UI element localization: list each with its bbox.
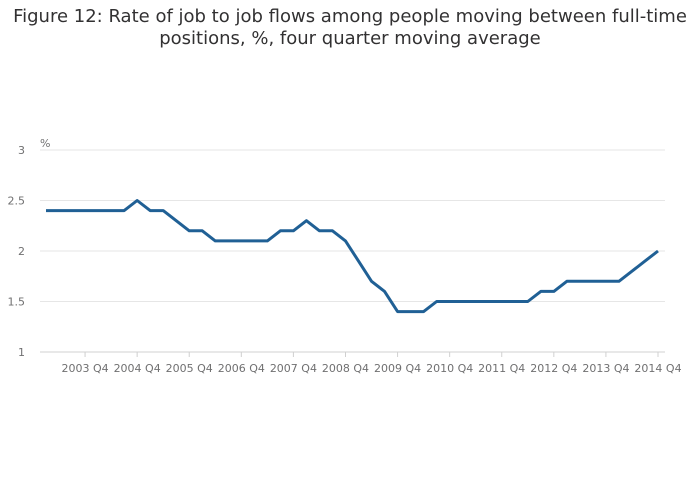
data-point[interactable]: [238, 238, 244, 244]
data-point[interactable]: [303, 218, 309, 224]
data-point[interactable]: [408, 309, 414, 315]
y-axis-ticks: 1 1.5 2 2.5 3: [8, 144, 26, 359]
data-point[interactable]: [56, 208, 62, 214]
data-point[interactable]: [577, 278, 583, 284]
data-point[interactable]: [356, 258, 362, 264]
data-point[interactable]: [264, 238, 270, 244]
data-point[interactable]: [290, 228, 296, 234]
data-point[interactable]: [212, 238, 218, 244]
data-point[interactable]: [251, 238, 257, 244]
y-tick-label: 1: [18, 346, 25, 359]
data-point[interactable]: [512, 299, 518, 305]
x-tick-label: 2012 Q4: [530, 362, 577, 375]
data-point[interactable]: [460, 299, 466, 305]
data-point[interactable]: [225, 238, 231, 244]
data-point[interactable]: [173, 218, 179, 224]
x-tick-label: 2005 Q4: [166, 362, 213, 375]
x-tick-label: 2014 Q4: [634, 362, 681, 375]
data-point[interactable]: [616, 278, 622, 284]
x-tick-label: 2009 Q4: [374, 362, 421, 375]
data-point[interactable]: [434, 299, 440, 305]
data-point[interactable]: [499, 299, 505, 305]
data-point[interactable]: [342, 238, 348, 244]
data-point[interactable]: [421, 309, 427, 315]
data-point[interactable]: [382, 288, 388, 294]
data-point[interactable]: [395, 309, 401, 315]
data-point[interactable]: [160, 208, 166, 214]
data-point[interactable]: [316, 228, 322, 234]
x-axis-ticks: 2003 Q4 2004 Q4 2005 Q4 2006 Q4 2007 Q4 2008 …: [61, 352, 681, 375]
data-point[interactable]: [199, 228, 205, 234]
data-point[interactable]: [369, 278, 375, 284]
data-point[interactable]: [525, 299, 531, 305]
data-point[interactable]: [486, 299, 492, 305]
data-point[interactable]: [277, 228, 283, 234]
data-point[interactable]: [642, 258, 648, 264]
data-point[interactable]: [655, 248, 661, 254]
data-point[interactable]: [603, 278, 609, 284]
data-point[interactable]: [329, 228, 335, 234]
x-tick-label: 2004 Q4: [114, 362, 161, 375]
x-tick-label: 2006 Q4: [218, 362, 265, 375]
y-tick-label: 2: [18, 245, 25, 258]
x-tick-label: 2011 Q4: [478, 362, 525, 375]
data-point[interactable]: [447, 299, 453, 305]
data-point[interactable]: [82, 208, 88, 214]
data-point[interactable]: [69, 208, 75, 214]
y-axis-unit-label: %: [40, 137, 50, 150]
x-tick-label: 2007 Q4: [270, 362, 317, 375]
data-point[interactable]: [108, 208, 114, 214]
data-point[interactable]: [147, 208, 153, 214]
data-point[interactable]: [186, 228, 192, 234]
data-point[interactable]: [95, 208, 101, 214]
data-point[interactable]: [551, 288, 557, 294]
data-point[interactable]: [590, 278, 596, 284]
x-tick-label: 2010 Q4: [426, 362, 473, 375]
data-point[interactable]: [538, 288, 544, 294]
data-point[interactable]: [43, 208, 49, 214]
x-tick-label: 2008 Q4: [322, 362, 369, 375]
data-point[interactable]: [564, 278, 570, 284]
x-tick-label: 2013 Q4: [582, 362, 629, 375]
data-point[interactable]: [121, 208, 127, 214]
data-point[interactable]: [629, 268, 635, 274]
data-point[interactable]: [134, 198, 140, 204]
series-line: [46, 201, 658, 312]
x-tick-label: 2003 Q4: [61, 362, 108, 375]
series-group: [43, 198, 661, 315]
y-tick-label: 2.5: [8, 195, 26, 208]
y-tick-label: 1.5: [8, 296, 26, 309]
data-point[interactable]: [473, 299, 479, 305]
y-tick-label: 3: [18, 144, 25, 157]
